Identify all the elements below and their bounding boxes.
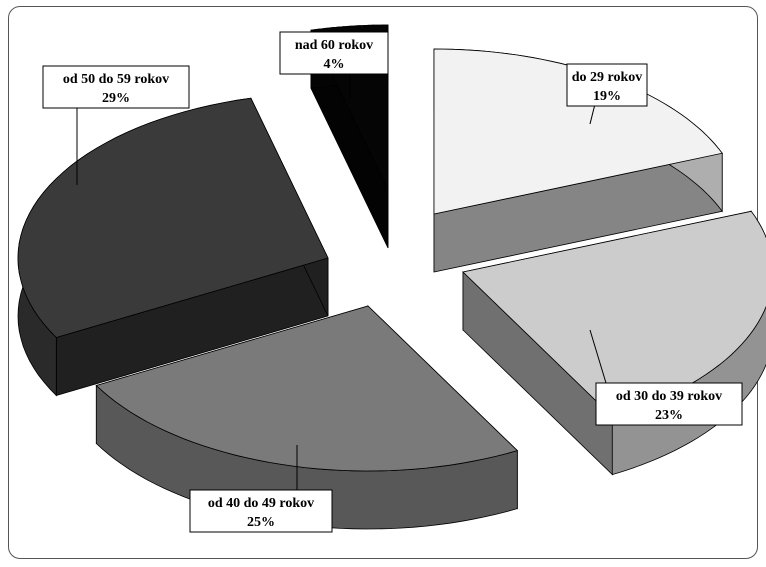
pie-slice-4 bbox=[17, 97, 329, 397]
slice-label-5: nad 60 rokov 4% bbox=[279, 31, 389, 98]
pie-slice-1 bbox=[433, 48, 723, 273]
slice-label-3: od 40 do 49 rokov 25% bbox=[189, 445, 333, 533]
label-box bbox=[279, 31, 389, 75]
slice-category-label: od 40 do 49 rokov bbox=[208, 496, 314, 511]
slice-label-2: od 30 do 39 rokov 23% bbox=[589, 329, 743, 426]
label-box bbox=[42, 65, 190, 109]
slice-value-label: 29% bbox=[102, 91, 130, 106]
slice-label-1: do 29 rokov 19% bbox=[566, 63, 648, 125]
label-box bbox=[566, 63, 648, 107]
slice-value-label: 23% bbox=[655, 408, 683, 423]
slice-category-label: od 50 do 59 rokov bbox=[63, 72, 169, 87]
slice-value-label: 19% bbox=[593, 89, 621, 104]
leader-line bbox=[589, 103, 596, 125]
slice-label-4: od 50 do 59 rokov 29% bbox=[42, 65, 190, 185]
label-box bbox=[189, 489, 333, 533]
slice-category-label: nad 60 rokov bbox=[295, 38, 373, 53]
slice-category-label: do 29 rokov bbox=[572, 70, 643, 85]
label-box bbox=[595, 382, 743, 426]
labels-layer: do 29 rokov 19% od 30 do 39 rokov 23% od 40 … bbox=[42, 31, 743, 533]
slice-value-label: 4% bbox=[324, 57, 345, 72]
leader-line bbox=[589, 329, 607, 384]
slice-category-label: od 30 do 39 rokov bbox=[616, 389, 722, 404]
slice-value-label: 25% bbox=[247, 515, 275, 530]
